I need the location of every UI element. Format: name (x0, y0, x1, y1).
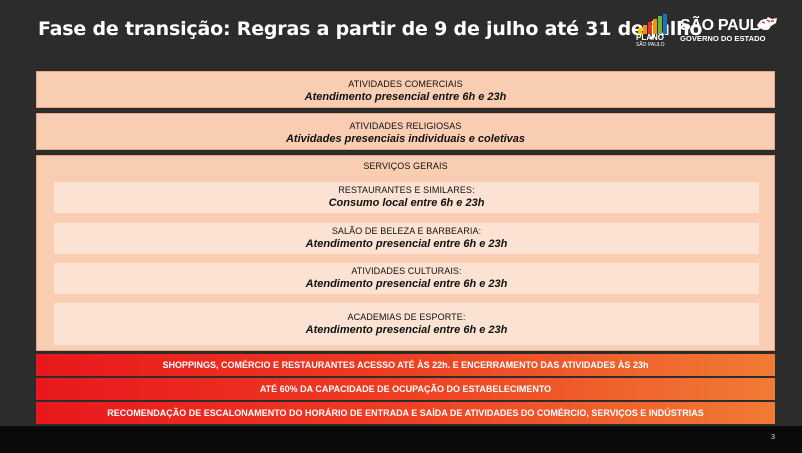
section-atividades-comerciais: ATIVIDADES COMERCIAIS Atendimento presen… (36, 71, 775, 108)
banner-horario-shoppings: SHOPPINGS, COMÉRCIO E RESTAURANTES ACESS… (36, 354, 775, 376)
sao-paulo-map-icon (757, 17, 777, 30)
service-salao-de-beleza: SALÃO DE BELEZA E BARBEARIA: Atendimento… (54, 223, 759, 254)
slide-title: Fase de transição: Regras a partir de 9 … (38, 18, 703, 40)
service-title: ATIVIDADES CULTURAIS: (351, 266, 462, 276)
governo-sao-paulo-logo: SÃO PAULO GOVERNO DO ESTADO (680, 16, 780, 46)
section-atividades-religiosas: ATIVIDADES RELIGIOSAS Atividades presenc… (36, 113, 775, 150)
service-subtitle: Atendimento presencial entre 6h e 23h (305, 238, 508, 250)
service-subtitle: Consumo local entre 6h e 23h (328, 197, 485, 209)
service-title: SALÃO DE BELEZA E BARBEARIA: (331, 226, 482, 236)
banner-capacidade: ATÉ 60% DA CAPACIDADE DE OCUPAÇÃO DO EST… (36, 378, 775, 400)
sp-logo-subtext: GOVERNO DO ESTADO (680, 34, 766, 43)
plano-bars-icon (638, 14, 668, 34)
section-subtitle: Atendimento presencial entre 6h e 23h (304, 91, 507, 103)
section-servicos-gerais: SERVIÇOS GERAIS RESTAURANTES E SIMILARES… (36, 155, 775, 351)
section-subtitle: Atividades presenciais individuais e col… (285, 133, 526, 145)
service-title: ACADEMIAS DE ESPORTE: (347, 312, 466, 322)
footer-bar (0, 426, 802, 453)
section-title: SERVIÇOS GERAIS (363, 161, 448, 171)
plano-logo-text: PLANO (636, 33, 664, 42)
banner-escalonamento: RECOMENDAÇÃO DE ESCALONAMENTO DO HORÁRIO… (36, 402, 775, 424)
plano-sao-paulo-logo: PLANO SÃO PAULO (636, 14, 670, 48)
plano-logo-subtext: SÃO PAULO (636, 42, 665, 48)
section-title: ATIVIDADES COMERCIAIS (348, 79, 463, 89)
service-atividades-culturais: ATIVIDADES CULTURAIS: Atendimento presen… (54, 263, 759, 294)
sp-logo-text: SÃO PAULO (680, 17, 772, 34)
service-subtitle: Atendimento presencial entre 6h e 23h (305, 324, 508, 336)
service-title: RESTAURANTES E SIMILARES: (338, 185, 475, 195)
service-subtitle: Atendimento presencial entre 6h e 23h (305, 278, 508, 290)
section-title: ATIVIDADES RELIGIOSAS (349, 121, 462, 131)
service-restaurantes: RESTAURANTES E SIMILARES: Consumo local … (54, 182, 759, 213)
service-academias: ACADEMIAS DE ESPORTE: Atendimento presen… (54, 303, 759, 345)
page-number: 3 (771, 434, 775, 441)
